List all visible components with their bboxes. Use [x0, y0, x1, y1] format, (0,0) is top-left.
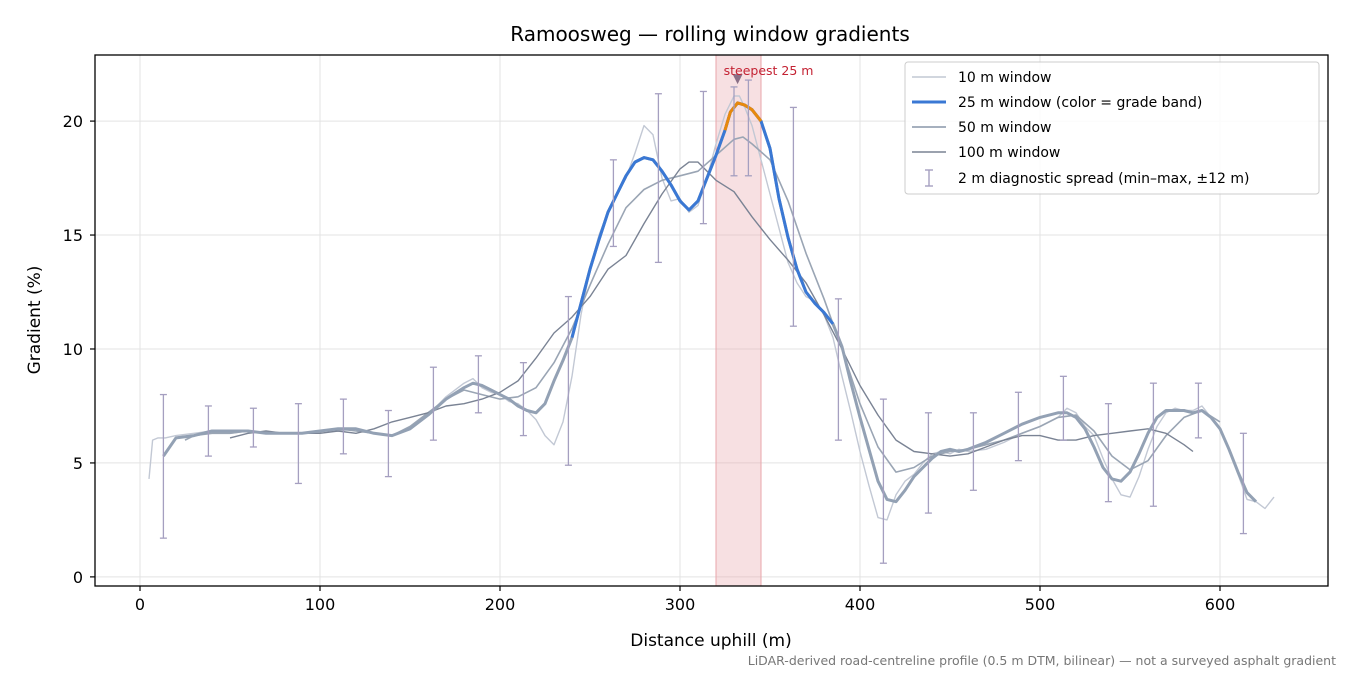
- error-bar: [564, 295, 572, 466]
- error-bar: [519, 362, 527, 437]
- error-bar: [789, 106, 797, 327]
- x-tick-label-200: 200: [485, 595, 516, 614]
- x-tick-label-100: 100: [305, 595, 336, 614]
- steepest-label: steepest 25 m: [724, 63, 814, 78]
- x-tick-label-400: 400: [845, 595, 876, 614]
- steepest-section-highlight: [715, 54, 762, 587]
- y-tick-label-10: 10: [63, 340, 83, 359]
- error-bar: [204, 405, 212, 457]
- error-bar: [730, 86, 738, 177]
- error-bar: [159, 393, 167, 539]
- y-axis-title: Gradient (%): [25, 266, 45, 375]
- steepest-band: [715, 54, 762, 587]
- error-bar: [294, 403, 302, 485]
- series-50m-line: [184, 136, 1221, 473]
- steepest-marker: [732, 74, 743, 85]
- y-tick-label-15: 15: [63, 226, 83, 245]
- error-bar: [1149, 382, 1157, 507]
- error-bar: [969, 412, 977, 491]
- legend-label-50m: 50 m window: [958, 120, 1051, 136]
- error-bar: [1239, 432, 1247, 535]
- legend-label-10m: 10 m window: [958, 70, 1051, 86]
- y-tick-label-20: 20: [63, 112, 83, 131]
- legend-swatch-errorbar: [925, 169, 933, 187]
- error-bar: [1194, 382, 1202, 439]
- x-tick-label-500: 500: [1025, 595, 1056, 614]
- x-tick-label-300: 300: [665, 595, 696, 614]
- error-bar: [924, 412, 932, 514]
- axis-ticks: 0 100 200 300 400 500 600 0 5 10 15 20: [63, 112, 1236, 614]
- plot-frame: [94, 54, 1329, 587]
- annotations: steepest 25 m: [724, 63, 814, 85]
- error-bar: [384, 409, 392, 478]
- series-25m-steep-band-segment: [570, 101, 835, 338]
- error-bar: [1014, 391, 1022, 462]
- series-lines: [148, 95, 1275, 521]
- series-25m-steepest-segment: [723, 101, 763, 131]
- error-bar: [474, 355, 482, 414]
- error-bar: [609, 159, 617, 248]
- legend-label-100m: 100 m window: [958, 145, 1060, 161]
- error-bar: [249, 407, 257, 448]
- footnote: LiDAR-derived road-centreline profile (0…: [748, 653, 1336, 668]
- x-tick-label-0: 0: [135, 595, 145, 614]
- error-bar: [429, 366, 437, 441]
- legend-box: [904, 61, 1320, 195]
- y-tick-label-0: 0: [73, 568, 83, 587]
- legend-label-errorbar: 2 m diagnostic spread (min–max, ±12 m): [958, 171, 1249, 187]
- x-axis-title: Distance uphill (m): [630, 631, 791, 651]
- legend: 10 m window 25 m window (color = grade b…: [904, 61, 1320, 195]
- error-bar: [1104, 403, 1112, 503]
- error-bar: [744, 79, 752, 177]
- error-bar: [879, 398, 887, 564]
- error-bar: [339, 398, 347, 455]
- grid: [95, 55, 1328, 586]
- x-tick-label-600: 600: [1205, 595, 1236, 614]
- error-bar: [834, 298, 842, 441]
- series-100m-line: [229, 161, 1194, 457]
- error-bars: [159, 79, 1247, 564]
- chart-title: Ramoosweg — rolling window gradients: [510, 22, 909, 46]
- error-bar: [699, 90, 707, 225]
- error-bar: [1059, 375, 1067, 441]
- y-tick-label-5: 5: [73, 454, 83, 473]
- legend-label-25m: 25 m window (color = grade band): [958, 95, 1202, 111]
- error-bar: [654, 93, 662, 264]
